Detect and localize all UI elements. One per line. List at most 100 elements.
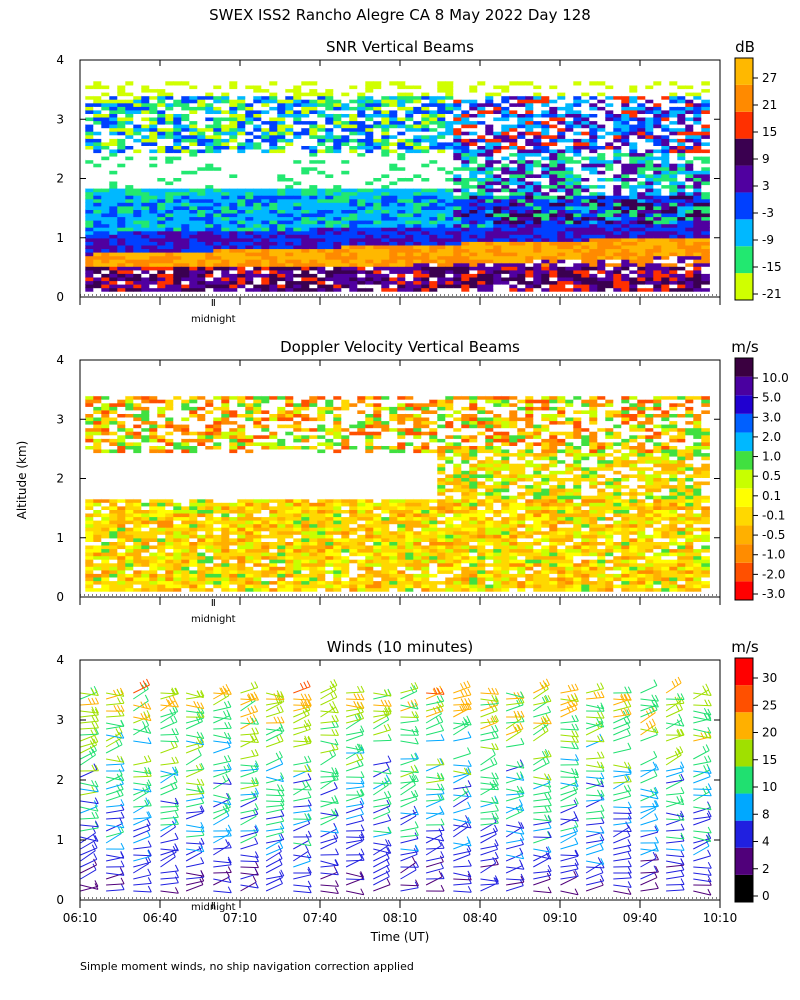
heatmap-cell: [149, 177, 158, 182]
heatmap-cell: [349, 116, 358, 122]
heatmap-cell: [261, 180, 270, 186]
heatmap-cell: [125, 552, 134, 557]
y-tick-label: 2: [56, 172, 64, 186]
heatmap-cell: [461, 156, 470, 161]
heatmap-cell: [597, 127, 606, 132]
heatmap-cell: [437, 202, 446, 207]
heatmap-cell: [101, 259, 110, 264]
heatmap-cell: [557, 134, 566, 139]
heatmap-cell: [133, 173, 142, 178]
heatmap-cell: [101, 134, 110, 139]
heatmap-cell: [469, 159, 478, 164]
heatmap-cell: [589, 131, 598, 136]
heatmap-cell: [309, 131, 318, 136]
heatmap-cell: [509, 159, 518, 164]
heatmap-cell: [701, 148, 710, 154]
heatmap-cell: [357, 120, 366, 125]
heatmap-cell: [357, 131, 366, 136]
heatmap-cell: [189, 99, 198, 104]
heatmap-cell: [357, 212, 366, 218]
heatmap-cell: [229, 284, 238, 289]
heatmap-cell: [597, 209, 606, 214]
heatmap-cell: [197, 191, 206, 196]
heatmap-cell: [165, 148, 174, 154]
heatmap-cell: [701, 223, 710, 228]
heatmap-cell: [637, 223, 646, 228]
heatmap-cell: [229, 180, 238, 186]
heatmap-cell: [413, 116, 422, 122]
heatmap-cell: [469, 227, 478, 232]
heatmap-cell: [429, 266, 438, 271]
heatmap-cell: [245, 255, 254, 260]
heatmap-cell: [525, 145, 534, 150]
heatmap-cell: [661, 134, 670, 139]
heatmap-cell: [285, 287, 294, 292]
heatmap-cell: [429, 259, 438, 264]
heatmap-cell: [677, 266, 686, 271]
heatmap-cell: [437, 138, 446, 143]
heatmap-cell: [117, 81, 126, 86]
heatmap-cell: [133, 141, 142, 146]
heatmap-cell: [693, 230, 702, 235]
heatmap-cell: [573, 198, 582, 203]
heatmap-cell: [229, 269, 238, 274]
heatmap-cell: [653, 116, 662, 122]
heatmap-cell: [317, 259, 326, 264]
heatmap-cell: [573, 255, 582, 260]
heatmap-cell: [493, 244, 502, 250]
heatmap-cell: [437, 287, 446, 292]
heatmap-cell: [165, 188, 174, 193]
heatmap-cell: [549, 255, 558, 260]
heatmap-cell: [541, 269, 550, 274]
heatmap-cell: [205, 230, 214, 235]
heatmap-cell: [165, 116, 174, 122]
heatmap-cell: [477, 195, 486, 200]
heatmap-cell: [549, 184, 558, 189]
heatmap-cell: [117, 477, 126, 482]
heatmap-cell: [541, 116, 550, 122]
heatmap-cell: [549, 198, 558, 203]
heatmap-cell: [341, 156, 350, 161]
heatmap-cell: [549, 209, 558, 214]
heatmap-cell: [501, 244, 510, 250]
heatmap-cell: [125, 569, 134, 574]
heatmap-cell: [589, 237, 598, 242]
heatmap-cell: [397, 195, 406, 200]
heatmap-cell: [269, 138, 278, 143]
heatmap-cell: [661, 156, 670, 161]
heatmap-cell: [117, 537, 126, 542]
heatmap-cell: [477, 284, 486, 289]
heatmap-cell: [237, 252, 246, 257]
heatmap-cell: [605, 166, 614, 171]
heatmap-cell: [101, 587, 110, 592]
heatmap-cell: [117, 216, 126, 221]
heatmap-cell: [525, 177, 534, 182]
heatmap-cell: [125, 516, 134, 521]
heatmap-cell: [677, 284, 686, 289]
heatmap-cell: [381, 276, 390, 282]
heatmap-cell: [101, 498, 110, 503]
heatmap-cell: [469, 173, 478, 178]
heatmap-cell: [301, 88, 310, 93]
heatmap-cell: [477, 255, 486, 260]
heatmap-cell: [485, 220, 494, 225]
heatmap-cell: [381, 202, 390, 207]
heatmap-cell: [221, 99, 230, 104]
heatmap-cell: [525, 252, 534, 257]
heatmap-cell: [133, 237, 142, 242]
heatmap-cell: [237, 209, 246, 214]
heatmap-cell: [693, 120, 702, 125]
heatmap-cell: [445, 138, 454, 143]
heatmap-cell: [669, 134, 678, 139]
heatmap-cell: [357, 88, 366, 93]
heatmap-cell: [597, 141, 606, 146]
heatmap-cell: [301, 266, 310, 271]
heatmap-cell: [669, 138, 678, 143]
heatmap-cell: [493, 269, 502, 274]
heatmap-cell: [637, 266, 646, 271]
heatmap-cell: [685, 212, 694, 218]
heatmap-cell: [573, 173, 582, 178]
heatmap-cell: [205, 138, 214, 143]
heatmap-cell: [229, 273, 238, 278]
heatmap-cell: [613, 276, 622, 282]
